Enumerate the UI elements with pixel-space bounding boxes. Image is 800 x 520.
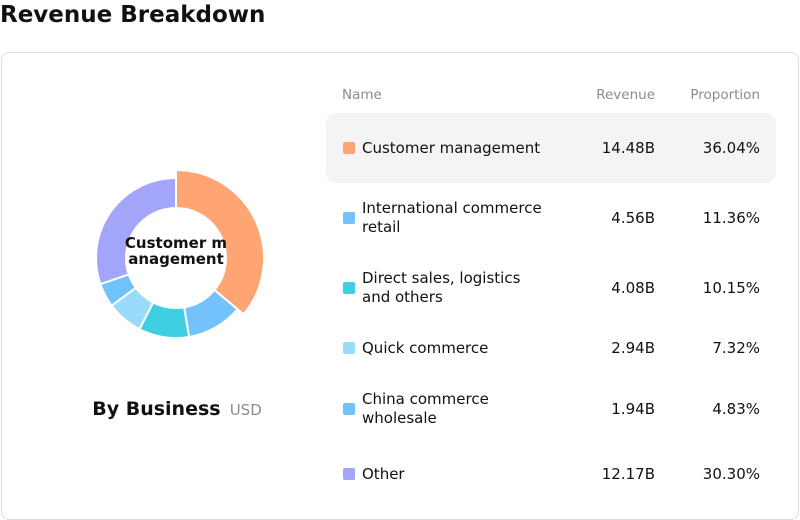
table-row[interactable]: China commerce wholesale 1.94B 4.83% [326,374,776,444]
row-revenue: 1.94B [611,400,655,418]
row-name: Customer management [362,138,541,157]
legend-swatch [343,282,355,294]
legend-swatch [343,468,355,480]
row-proportion: 36.04% [702,139,760,157]
donut-slice-1[interactable] [175,168,265,316]
page-title: Revenue Breakdown [0,2,266,28]
row-revenue: 12.17B [601,465,655,483]
row-proportion: 30.30% [702,465,760,483]
row-name: Other [362,464,405,483]
row-proportion: 7.32% [712,339,760,357]
row-revenue: 2.94B [611,339,655,357]
row-name: International commerce retail [362,199,542,236]
row-proportion: 10.15% [702,279,760,297]
legend-swatch [343,403,355,415]
donut-chart [95,168,265,339]
row-name: Quick commerce [362,338,489,357]
row-proportion: 11.36% [702,209,760,227]
row-name: Direct sales, logistics and others [362,269,521,306]
legend-swatch [343,342,355,354]
table-row[interactable]: Direct sales, logistics and others 4.08B 1… [326,253,776,323]
row-revenue: 14.48B [601,139,655,157]
table-row[interactable]: International commerce retail 4.56B 11.36% [326,183,776,253]
subtitle-unit: USD [229,401,262,419]
donut-slice-6[interactable] [95,176,177,286]
row-proportion: 4.83% [712,400,760,418]
header-revenue: Revenue [596,87,655,103]
table-row[interactable]: Quick commerce 2.94B 7.32% [326,313,776,383]
row-revenue: 4.56B [611,209,655,227]
donut-center-label: Customer management [124,234,228,268]
header-proportion: Proportion [690,87,760,103]
revenue-card: Customer management By Business USD Name… [1,52,799,520]
table-row[interactable]: Other 12.17B 30.30% [326,439,776,509]
subtitle-main: By Business [92,398,221,420]
header-name: Name [342,87,382,103]
legend-swatch [343,142,355,154]
legend-swatch [343,212,355,224]
row-revenue: 4.08B [611,279,655,297]
table-row[interactable]: Customer management 14.48B 36.04% [326,113,776,183]
row-name: China commerce wholesale [362,390,489,427]
chart-subtitle: By Business USD [2,398,352,420]
